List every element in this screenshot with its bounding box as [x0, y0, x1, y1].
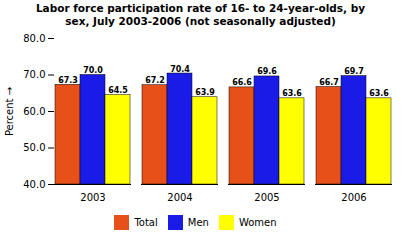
- svg-text:67.2: 67.2: [145, 76, 165, 85]
- html-text:Men: Men: [187, 217, 209, 229]
- html-text:Total: Total: [134, 217, 158, 229]
- svg-text:63.6: 63.6: [282, 90, 302, 99]
- svg-text:70.0: 70.0: [23, 69, 45, 80]
- svg-text:63.9: 63.9: [195, 89, 215, 98]
- svg-text:69.7: 69.7: [344, 67, 364, 76]
- svg-text:2003: 2003: [80, 192, 105, 203]
- svg-text:80.0: 80.0: [23, 33, 45, 44]
- svg-text:70.4: 70.4: [170, 65, 190, 74]
- svg-text:66.6: 66.6: [232, 79, 252, 88]
- svg-text:64.5: 64.5: [108, 86, 128, 95]
- svg-text:67.3: 67.3: [58, 76, 78, 85]
- svg-text:Percent →: Percent →: [4, 87, 15, 136]
- svg-text:70.0: 70.0: [83, 66, 103, 75]
- svg-text:60.0: 60.0: [23, 106, 45, 117]
- svg-text:69.6: 69.6: [257, 68, 277, 77]
- svg-text:66.7: 66.7: [319, 78, 339, 87]
- html-text:Labor force participation rate: Labor force participation rate of 16- to…: [35, 2, 366, 28]
- svg-text:2006: 2006: [341, 192, 366, 203]
- svg-text:2005: 2005: [254, 192, 279, 203]
- html-text:Women: Women: [238, 217, 277, 229]
- svg-text:40.0: 40.0: [23, 179, 45, 190]
- svg-text:63.6: 63.6: [369, 90, 389, 99]
- svg-text:50.0: 50.0: [23, 142, 45, 153]
- svg-text:2004: 2004: [167, 192, 192, 203]
